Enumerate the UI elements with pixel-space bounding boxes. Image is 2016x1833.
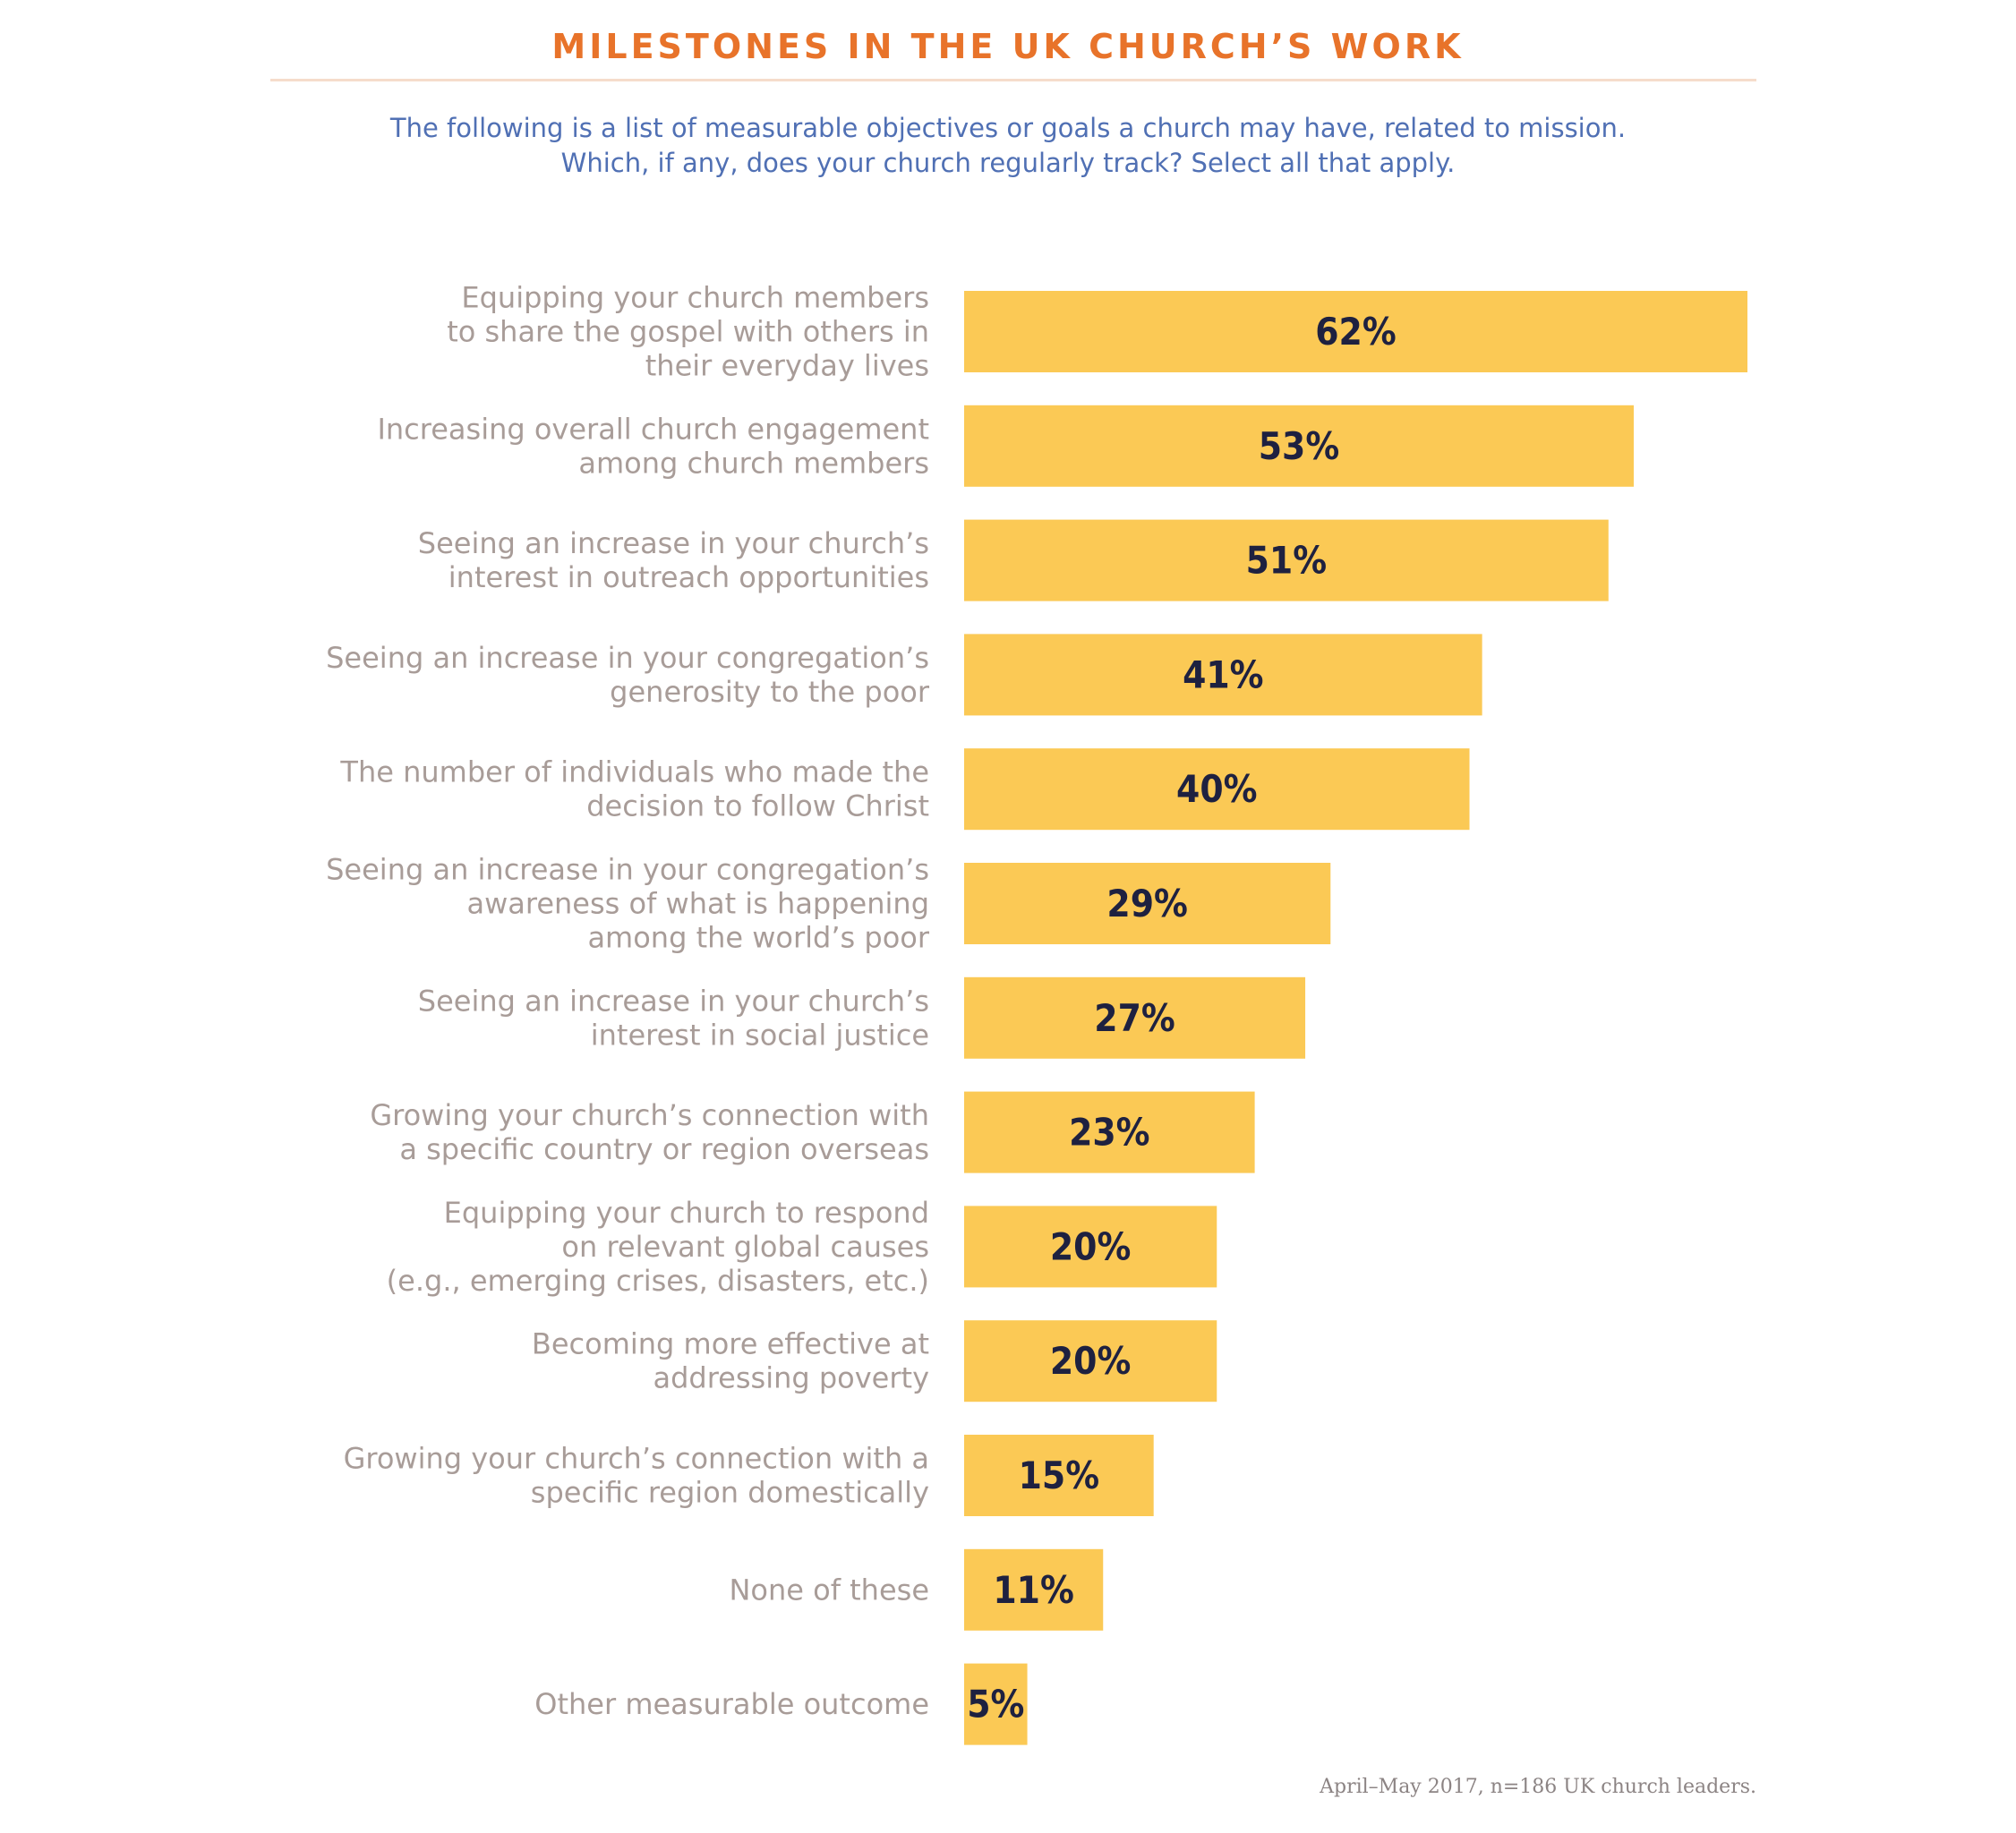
value-label-7: 23%: [1069, 1111, 1149, 1155]
category-label-4: The number of individuals who made the de…: [339, 755, 929, 823]
bar-7: [964, 1091, 1255, 1173]
source-note: April–May 2017, n=186 UK church leaders.: [1320, 1776, 1756, 1798]
value-label-1: 53%: [1259, 424, 1339, 468]
value-label-6: 27%: [1094, 996, 1175, 1040]
bar-9: [964, 1320, 1217, 1402]
value-label-5: 29%: [1106, 882, 1187, 925]
category-label-3: Seeing an increase in your congregation’…: [326, 641, 930, 709]
category-label-7: Growing your church’s connection with a s…: [370, 1098, 929, 1166]
value-label-0: 62%: [1315, 310, 1396, 354]
bars: [964, 291, 1747, 1745]
bar-5: [964, 863, 1331, 944]
bar-11: [964, 1548, 1104, 1631]
value-label-2: 51%: [1246, 539, 1327, 583]
value-label-12: 5%: [967, 1683, 1024, 1726]
bar-3: [964, 634, 1482, 716]
value-label-9: 20%: [1050, 1339, 1131, 1383]
value-label-8: 20%: [1050, 1224, 1131, 1268]
category-label-11: None of these: [729, 1573, 929, 1607]
category-label-1: Increasing overall church engagement amon…: [377, 412, 929, 480]
bar-0: [964, 291, 1747, 372]
category-label-5: Seeing an increase in your congregation’…: [326, 853, 930, 955]
value-label-10: 15%: [1019, 1454, 1099, 1497]
category-label-6: Seeing an increase in your church’s inter…: [418, 984, 929, 1052]
bar-8: [964, 1206, 1217, 1288]
title-divider: [270, 79, 1756, 81]
bar-4: [964, 748, 1470, 831]
category-label-8: Equipping your church to respond on relev…: [387, 1196, 929, 1298]
category-label-2: Seeing an increase in your church’s inter…: [418, 526, 929, 594]
chart-title: MILESTONES IN THE UK CHURCH’S WORK: [551, 27, 1465, 66]
bar-6: [964, 976, 1306, 1059]
bar-10: [964, 1435, 1154, 1516]
value-label-11: 11%: [993, 1568, 1073, 1612]
category-label-0: Equipping your church members to share th…: [447, 281, 929, 383]
value-label-3: 41%: [1183, 652, 1263, 696]
category-labels: Equipping your church members to share th…: [326, 281, 930, 1722]
category-label-9: Becoming more effective at addressing pov…: [532, 1327, 929, 1395]
category-label-12: Other measurable outcome: [534, 1687, 929, 1721]
value-label-4: 40%: [1176, 767, 1257, 811]
value-labels: 62% 53% 51% 41% 40% 29% 27% 23% 20% 20% 15% 11% 5%: [967, 310, 1397, 1726]
bar-12: [964, 1663, 1028, 1745]
bar-1: [964, 405, 1634, 487]
bar-2: [964, 519, 1609, 601]
chart-subtitle: The following is a list of measurable ob…: [389, 113, 1627, 178]
